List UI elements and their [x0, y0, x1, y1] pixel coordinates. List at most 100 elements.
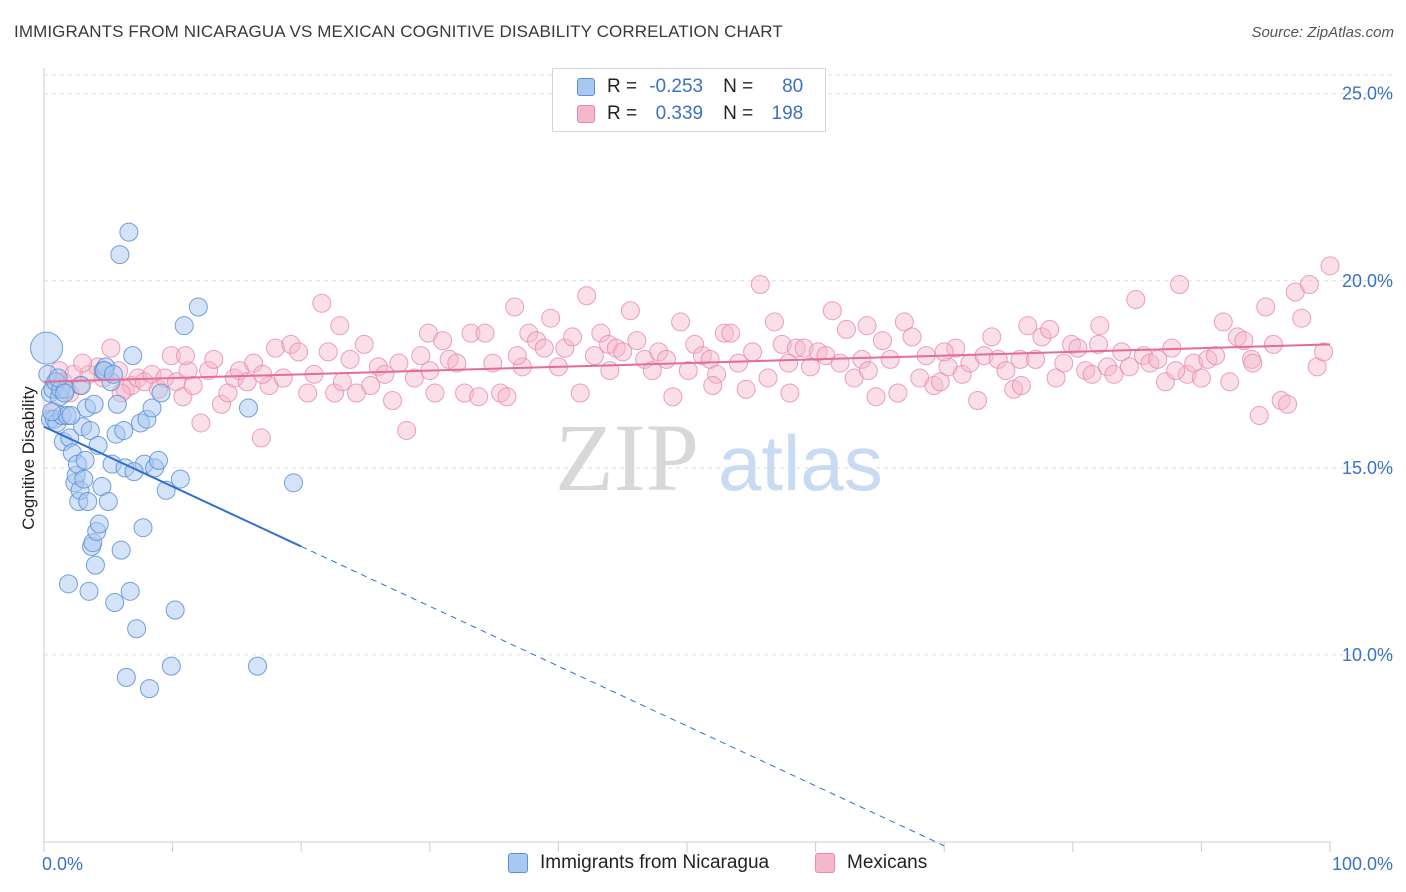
mexicans-point: [265, 338, 285, 358]
mexicans-point: [952, 364, 972, 384]
mexicans-point: [121, 376, 141, 396]
mexicans-point: [1320, 256, 1340, 276]
nicaragua-point: [148, 450, 168, 470]
nicaragua-point: [120, 581, 140, 601]
legend-n-value: 198: [771, 103, 804, 124]
mexicans-point: [1026, 349, 1046, 369]
mexicans-point: [211, 394, 231, 414]
mexicans-point: [1010, 349, 1030, 369]
mexicans-point: [822, 301, 842, 321]
mexicans-point: [649, 342, 669, 362]
nicaragua-point: [61, 405, 81, 425]
series-legend-mexicans: Mexicans: [815, 852, 927, 874]
nicaragua-point: [188, 297, 208, 317]
mexicans-point: [1243, 353, 1263, 373]
mexicans-point: [1170, 275, 1190, 295]
nicaragua-point: [79, 581, 99, 601]
mexicans-point: [642, 361, 662, 381]
mexicans-point: [1206, 346, 1226, 366]
mexicans-point: [383, 391, 403, 411]
mexicans-point: [880, 349, 900, 369]
mexicans-point: [1032, 327, 1052, 347]
mexicans-point: [505, 297, 525, 317]
mexicans-point: [541, 308, 561, 328]
nicaragua-point: [58, 574, 78, 594]
mexicans-point: [671, 312, 691, 332]
mexicans-point: [794, 338, 814, 358]
mexicans-point: [656, 349, 676, 369]
mexicans-point: [330, 316, 350, 336]
series-swatch-pink: [815, 853, 835, 873]
mexicans-point: [894, 312, 914, 332]
mexicans-point: [707, 364, 727, 384]
mexicans-point: [507, 346, 527, 366]
mexicans-point: [836, 319, 856, 339]
mexicans-point: [1040, 319, 1060, 339]
mexicans-point: [375, 364, 395, 384]
mexicans-point: [1082, 364, 1102, 384]
mexicans-point: [758, 368, 778, 388]
mexicans-point: [685, 334, 705, 354]
chart-title: IMMIGRANTS FROM NICARAGUA VS MEXICAN COG…: [14, 22, 783, 41]
mexicans-point: [934, 342, 954, 362]
mexicans-point: [930, 372, 950, 392]
mexicans-point: [678, 361, 698, 381]
mexicans-point: [1134, 346, 1154, 366]
mexicans-point: [1112, 342, 1132, 362]
legend-swatch-blue: [577, 78, 595, 96]
mexicans-point: [298, 383, 318, 403]
mexicans-point: [830, 353, 850, 373]
nicaragua-point: [30, 331, 64, 365]
mexicans-point: [1177, 364, 1197, 384]
nicaragua-point: [98, 492, 118, 512]
mexicans-point: [1278, 394, 1298, 414]
mexicans-point: [354, 334, 374, 354]
y-tick-label: 25.0%: [1342, 84, 1393, 104]
mexicans-point: [325, 383, 345, 403]
mexicans-point: [743, 342, 763, 362]
nicaragua-point: [89, 514, 109, 534]
nicaragua-point: [74, 469, 94, 489]
mexicans-point: [389, 353, 409, 373]
mexicans-point: [161, 346, 181, 366]
mexicans-point: [728, 353, 748, 373]
mexicans-point: [620, 301, 640, 321]
mexicans-point: [340, 349, 360, 369]
trend-lines: [43, 343, 1331, 847]
mexicans-point: [1220, 372, 1240, 392]
mexicans-point: [1089, 334, 1109, 354]
mexicans-point: [1018, 316, 1038, 336]
nicaragua-point: [127, 619, 147, 639]
y-tick-label: 10.0%: [1342, 645, 1393, 665]
nicaragua-point: [114, 420, 134, 440]
mexicans-point: [858, 361, 878, 381]
mexicans-point: [866, 387, 886, 407]
series-label-mexicans: Mexicans: [847, 852, 928, 873]
legend-n-label: N =: [723, 76, 754, 97]
mexicans-point: [780, 383, 800, 403]
legend-r-label: R =: [607, 76, 638, 97]
legend-n-label: N =: [723, 103, 754, 124]
mexicans-point: [1314, 342, 1334, 362]
legend-r-value: -0.253: [649, 76, 704, 97]
y-tick-label: 20.0%: [1342, 271, 1393, 291]
mexicans-point: [563, 327, 583, 347]
mexicans-point: [1054, 353, 1074, 373]
mexicans-point: [1191, 368, 1211, 388]
mexicans-point: [475, 323, 495, 343]
mexicans-point: [519, 323, 539, 343]
mexicans-point: [469, 387, 489, 407]
nicaragua-trend-line: [43, 425, 302, 548]
mexicans-point: [497, 387, 517, 407]
mexicans-point: [251, 428, 271, 448]
mexicans-point: [606, 338, 626, 358]
x-tick-label: 100.0%: [1332, 854, 1393, 874]
series-legend-nicaragua: Immigrants from Nicaragua: [508, 852, 769, 874]
nicaragua-point: [142, 398, 162, 418]
mexicans-point: [397, 420, 417, 440]
mexicans-point: [1227, 327, 1247, 347]
mexicans-point: [178, 361, 198, 381]
mexicans-point: [361, 376, 381, 396]
mexicans-point: [764, 312, 784, 332]
mexicans-point: [191, 413, 211, 433]
